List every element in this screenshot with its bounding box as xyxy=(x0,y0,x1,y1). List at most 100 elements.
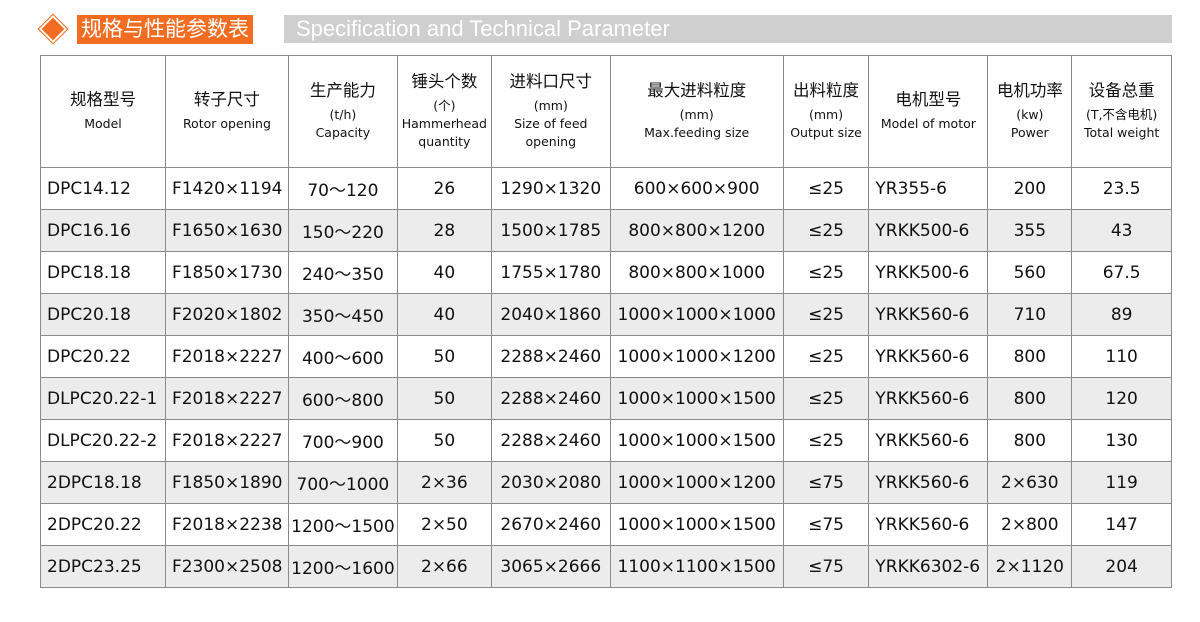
table-cell: DPC20.22 xyxy=(40,335,166,378)
table-cell: F2018×2227 xyxy=(164,377,289,420)
table-cell: DPC16.16 xyxy=(40,209,166,252)
header-unit: (kw) xyxy=(1016,106,1044,122)
header-unit: (mm) xyxy=(679,106,714,122)
header-cn: 锤头个数 xyxy=(411,71,478,91)
column-header: 规格型号 Model xyxy=(40,55,166,168)
table-cell: 40 xyxy=(396,293,492,336)
column-header: 出料粒度 (mm) Output size xyxy=(782,55,870,168)
table-cell: F1850×1730 xyxy=(164,251,289,294)
header-cn: 电机型号 xyxy=(895,89,962,109)
table-cell: 40 xyxy=(396,251,492,294)
table-cell: YRKK560-6 xyxy=(868,461,989,504)
table-cell: 204 xyxy=(1071,545,1172,588)
table-cell: 150～220 xyxy=(287,209,398,252)
table-row: DPC18.18 F1850×1730 240～350 40 1755×1780 800×… xyxy=(40,251,1172,294)
table-cell: 2040×1860 xyxy=(490,293,611,336)
table-cell: 1290×1320 xyxy=(490,167,611,210)
table-cell: 240～350 xyxy=(287,251,398,294)
table-cell: DPC20.18 xyxy=(40,293,166,336)
header-en: Size of feed opening xyxy=(514,115,588,149)
header-cn: 电机功率 xyxy=(996,80,1063,100)
table-row: DLPC20.22-2 F2018×2227 700～900 50 2288×2460 1… xyxy=(40,419,1172,462)
table-cell: YRKK500-6 xyxy=(868,209,989,252)
table-cell: ≤25 xyxy=(782,167,870,210)
column-header: 设备总重 (T,不含电机) Total weight xyxy=(1071,55,1172,168)
table-cell: ≤25 xyxy=(782,209,870,252)
table-cell: 1200～1500 xyxy=(287,503,398,546)
table-cell: F2018×2227 xyxy=(164,335,289,378)
table-cell: ≤75 xyxy=(782,461,870,504)
table-cell: 120 xyxy=(1071,377,1172,420)
table-cell: F1650×1630 xyxy=(164,209,289,252)
table-cell: 2×50 xyxy=(396,503,492,546)
table-cell: DPC18.18 xyxy=(40,251,166,294)
table-cell: 50 xyxy=(396,377,492,420)
table-cell: F2020×1802 xyxy=(164,293,289,336)
table-cell: 2288×2460 xyxy=(490,419,611,462)
table-cell: 1000×1000×1500 xyxy=(609,503,784,546)
table-row: 2DPC18.18 F1850×1890 700～1000 2×36 2030×2080… xyxy=(40,461,1172,504)
table-cell: 28 xyxy=(396,209,492,252)
header-cn: 规格型号 xyxy=(69,89,136,109)
title-bar: 规格与性能参数表 Specification and Technical Par… xyxy=(36,13,1172,45)
table-cell: YRKK560-6 xyxy=(868,293,989,336)
table-body: DPC14.12 F1420×1194 70～120 26 1290×1320 600×6… xyxy=(40,167,1172,588)
table-cell: ≤25 xyxy=(782,377,870,420)
table-cell: 50 xyxy=(396,419,492,462)
table-cell: 1000×1000×1500 xyxy=(609,419,784,462)
table-cell: 2288×2460 xyxy=(490,335,611,378)
table-cell: 350～450 xyxy=(287,293,398,336)
table-cell: F2018×2238 xyxy=(164,503,289,546)
table-cell: 26 xyxy=(396,167,492,210)
header-en: Model xyxy=(84,115,122,131)
diamond-icon xyxy=(37,13,69,45)
header-cn: 转子尺寸 xyxy=(193,89,260,109)
header-en: Model of motor xyxy=(880,115,976,131)
table-cell: 1000×1000×1200 xyxy=(609,335,784,378)
table-cell: ≤75 xyxy=(782,503,870,546)
table-cell: 110 xyxy=(1071,335,1172,378)
title-cn: 规格与性能参数表 xyxy=(77,14,253,44)
table-cell: 23.5 xyxy=(1071,167,1172,210)
table-row: DPC20.18 F2020×1802 350～450 40 2040×1860 1000… xyxy=(40,293,1172,336)
table-cell: 2288×2460 xyxy=(490,377,611,420)
column-header: 生产能力 (t/h) Capacity xyxy=(287,55,398,168)
table-cell: F1420×1194 xyxy=(164,167,289,210)
table-cell: 600×600×900 xyxy=(609,167,784,210)
table-cell: YRKK560-6 xyxy=(868,377,989,420)
table-cell: F2300×2508 xyxy=(164,545,289,588)
table-cell: 200 xyxy=(987,167,1073,210)
table-cell: ≤25 xyxy=(782,251,870,294)
title-en: Specification and Technical Parameter xyxy=(284,15,1172,43)
table-cell: 2670×2460 xyxy=(490,503,611,546)
table-row: DPC16.16 F1650×1630 150～220 28 1500×1785 800×… xyxy=(40,209,1172,252)
header-unit: (t/h) xyxy=(329,106,357,122)
header-unit: (T,不含电机) xyxy=(1085,106,1158,122)
table-cell: 1100×1100×1500 xyxy=(609,545,784,588)
spec-table: 规格型号 Model 转子尺寸 Rotor opening 生产能力 (t/h) Capac… xyxy=(40,55,1172,588)
table-cell: 43 xyxy=(1071,209,1172,252)
table-cell: YRKK500-6 xyxy=(868,251,989,294)
table-cell: F1850×1890 xyxy=(164,461,289,504)
header-en: Power xyxy=(1010,124,1049,140)
table-cell: 50 xyxy=(396,335,492,378)
header-cn: 出料粒度 xyxy=(793,80,860,100)
table-cell: 2×800 xyxy=(987,503,1073,546)
table-cell: 400～600 xyxy=(287,335,398,378)
table-cell: 1200～1600 xyxy=(287,545,398,588)
table-cell: 800×800×1000 xyxy=(609,251,784,294)
header-cn: 生产能力 xyxy=(309,80,376,100)
header-en: Hammerhead quantity xyxy=(401,115,487,149)
table-cell: 710 xyxy=(987,293,1073,336)
table-cell: YRKK560-6 xyxy=(868,503,989,546)
table-cell: 2DPC20.22 xyxy=(40,503,166,546)
table-cell: 600～800 xyxy=(287,377,398,420)
column-header: 进料口尺寸 (mm) Size of feed opening xyxy=(490,55,611,168)
table-cell: 700～900 xyxy=(287,419,398,462)
header-en: Rotor opening xyxy=(182,115,271,131)
table-cell: 147 xyxy=(1071,503,1172,546)
table-cell: 1500×1785 xyxy=(490,209,611,252)
table-cell: YR355-6 xyxy=(868,167,989,210)
table-cell: ≤25 xyxy=(782,293,870,336)
table-cell: 2030×2080 xyxy=(490,461,611,504)
